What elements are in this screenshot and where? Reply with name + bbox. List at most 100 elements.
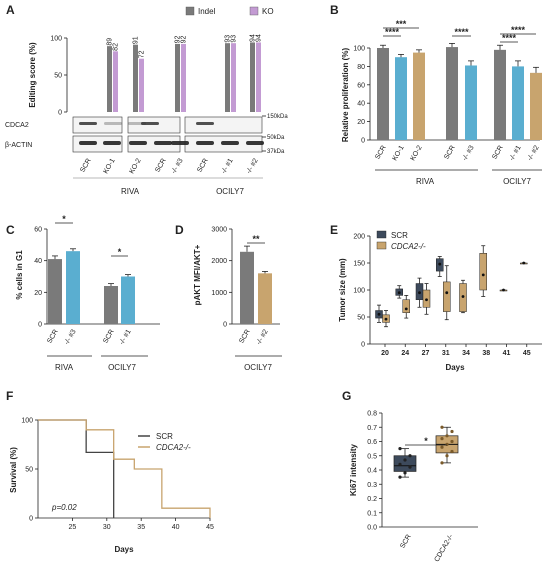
a-bar-indel <box>107 46 112 112</box>
e-box-median-point <box>425 298 428 302</box>
c-x-tick-label: -/- #3 <box>63 328 77 346</box>
c-significance-label: * <box>118 247 122 257</box>
a-blot-band-actin <box>196 141 214 145</box>
c-x-tick-label: SCR <box>46 329 59 345</box>
f-p-value-annotation: p=0.02 <box>51 503 77 512</box>
panel-letter-D: D <box>175 223 184 237</box>
e-y-tick-label: 200 <box>353 234 365 241</box>
a-blot-band-cdca2 <box>79 122 97 125</box>
e-box-median-point <box>418 291 421 295</box>
g-data-point <box>440 437 444 441</box>
a-lane-label: KO-2 <box>128 157 142 175</box>
c-bar <box>66 251 80 324</box>
a-blot-panel <box>72 135 123 153</box>
a-bar-value-label: 89 <box>107 38 114 46</box>
a-lane-label: SCR <box>154 158 167 174</box>
f-legend-label: CDCA2-/- <box>156 443 191 452</box>
a-blot-panel <box>184 116 263 134</box>
e-box-median-point <box>522 261 526 265</box>
g-data-point <box>450 449 454 454</box>
b-bar <box>465 65 477 140</box>
a-blot-band-cdca2 <box>196 122 214 125</box>
a-bar-indel <box>225 43 230 112</box>
g-y-tick-label: 0.2 <box>367 496 377 503</box>
d-x-tick-label: SCR <box>238 329 251 345</box>
g-data-point <box>403 458 407 462</box>
a-bar-ko <box>231 43 236 112</box>
g-x-tick-label: SCR <box>399 534 412 550</box>
e-x-tick-label: 24 <box>401 350 409 357</box>
e-box-median-point <box>397 291 401 295</box>
a-bar-value-label: 72 <box>139 50 146 58</box>
a-lane-label: -/- #1 <box>220 157 234 175</box>
b-y-tick-label: 100 <box>353 46 365 53</box>
c-bar <box>104 286 118 324</box>
a-bar-value-label: 93 <box>231 35 238 43</box>
g-data-point <box>403 471 407 475</box>
e-y-axis-label: Tumor size (mm) <box>338 258 347 322</box>
g-data-point <box>450 439 454 444</box>
f-survival-line-cdca2 <box>38 419 211 518</box>
a-bar-value-label: 94 <box>256 34 263 42</box>
g-data-point <box>450 429 454 434</box>
panel-letter-C: C <box>6 223 15 237</box>
e-x-tick-label: 31 <box>442 350 450 357</box>
a-lane-label: KO-1 <box>102 157 116 175</box>
c-y-tick-label: 60 <box>34 227 42 234</box>
e-x-tick-label: 20 <box>381 350 389 357</box>
g-data-point <box>445 454 449 458</box>
a-bar-indel <box>133 44 138 112</box>
a-lane-label: -/- #2 <box>245 157 259 175</box>
c-x-tick-label: SCR <box>102 329 115 345</box>
g-y-tick-label: 0.5 <box>367 453 377 460</box>
a-bar-value-label: 93 <box>225 35 232 43</box>
a-blot-band-actin <box>154 141 172 145</box>
g-data-point <box>440 461 444 465</box>
a-bar-ko <box>113 51 118 112</box>
b-y-tick-label: 60 <box>357 82 365 89</box>
g-y-tick-label: 0.0 <box>367 525 377 532</box>
c-group-label-riva: RIVA <box>55 363 74 372</box>
a-bar-indel <box>250 42 255 112</box>
e-legend-label: SCR <box>391 231 408 240</box>
g-y-tick-label: 0.7 <box>367 425 377 432</box>
panel-letter-E: E <box>330 223 338 237</box>
e-y-tick-label: 0 <box>361 342 365 349</box>
f-y-axis-label: Survival (%) <box>9 447 18 493</box>
b-y-tick-label: 40 <box>357 101 365 108</box>
a-bar-ko <box>139 58 144 112</box>
b-bar <box>413 52 425 140</box>
a-bar-value-label: 91 <box>133 36 140 44</box>
b-significance-label: **** <box>454 27 469 37</box>
d-bar <box>258 273 272 324</box>
c-significance-label: * <box>62 214 66 224</box>
a-blot-band-actin <box>79 141 97 145</box>
d-y-tick-label: 0 <box>223 322 227 329</box>
e-box-median-point <box>502 288 505 292</box>
b-x-tick-label: SCR <box>374 145 387 161</box>
e-x-tick-label: 34 <box>462 350 470 357</box>
f-y-tick-label: 100 <box>21 418 33 425</box>
f-y-tick-label: 50 <box>25 467 33 474</box>
f-x-tick-label: 40 <box>172 524 180 531</box>
f-x-tick-label: 30 <box>103 524 111 531</box>
c-group-label-ocily7: OCILY7 <box>108 363 136 372</box>
b-bar <box>446 47 458 140</box>
a-blot-panel <box>72 116 123 134</box>
b-x-tick-label: -/- #3 <box>461 144 475 162</box>
a-bar-ko <box>256 42 261 112</box>
b-y-tick-label: 20 <box>357 119 365 126</box>
b-group-label-riva: RIVA <box>416 177 435 186</box>
b-x-tick-label: -/- #2 <box>526 144 540 162</box>
g-y-tick-label: 0.3 <box>367 482 377 489</box>
e-y-tick-label: 100 <box>353 288 365 295</box>
b-y-axis-label: Relative proliferation (%) <box>341 48 350 143</box>
a-marker-150: 150kDa <box>267 114 288 120</box>
d-y-tick-label: 2000 <box>211 258 227 265</box>
g-data-point <box>408 465 412 469</box>
d-significance-label: ** <box>252 234 260 244</box>
f-y-tick-label: 0 <box>29 516 33 523</box>
g-box <box>393 455 417 472</box>
a-blot-band-actin <box>171 141 189 145</box>
